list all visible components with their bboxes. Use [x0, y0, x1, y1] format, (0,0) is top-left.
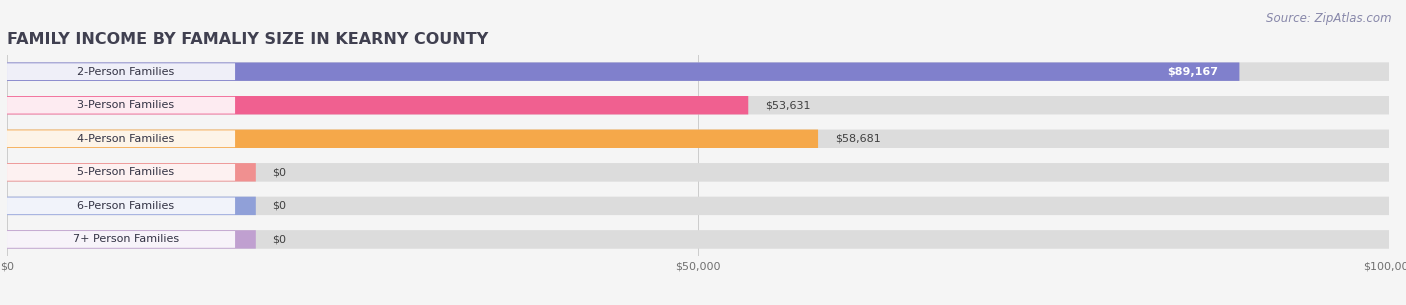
- FancyBboxPatch shape: [7, 97, 235, 114]
- Bar: [7, 96, 1389, 114]
- Text: FAMILY INCOME BY FAMALIY SIZE IN KEARNY COUNTY: FAMILY INCOME BY FAMALIY SIZE IN KEARNY …: [7, 32, 488, 47]
- Text: 5-Person Families: 5-Person Families: [77, 167, 174, 177]
- FancyBboxPatch shape: [7, 164, 235, 181]
- FancyBboxPatch shape: [7, 231, 235, 248]
- FancyBboxPatch shape: [7, 63, 1240, 81]
- Text: $0: $0: [273, 167, 287, 177]
- Bar: [7, 230, 1389, 249]
- FancyBboxPatch shape: [7, 131, 235, 147]
- Bar: [7, 130, 1389, 148]
- FancyBboxPatch shape: [7, 130, 818, 148]
- FancyBboxPatch shape: [7, 230, 1389, 249]
- Bar: [7, 163, 1389, 181]
- Text: Source: ZipAtlas.com: Source: ZipAtlas.com: [1267, 12, 1392, 25]
- FancyBboxPatch shape: [7, 63, 235, 80]
- Text: 7+ Person Families: 7+ Person Families: [73, 235, 179, 244]
- FancyBboxPatch shape: [7, 96, 1389, 114]
- FancyBboxPatch shape: [7, 198, 235, 214]
- FancyBboxPatch shape: [7, 197, 1389, 215]
- Text: 2-Person Families: 2-Person Families: [77, 67, 174, 77]
- FancyBboxPatch shape: [7, 197, 256, 215]
- Text: $0: $0: [273, 201, 287, 211]
- FancyBboxPatch shape: [7, 130, 1389, 148]
- Text: $58,681: $58,681: [835, 134, 880, 144]
- Text: 6-Person Families: 6-Person Families: [77, 201, 174, 211]
- Text: $0: $0: [273, 235, 287, 244]
- FancyBboxPatch shape: [7, 163, 1389, 181]
- Bar: [7, 197, 1389, 215]
- FancyBboxPatch shape: [7, 63, 1389, 81]
- Text: $89,167: $89,167: [1167, 67, 1219, 77]
- Bar: [7, 63, 1389, 81]
- FancyBboxPatch shape: [7, 96, 748, 114]
- FancyBboxPatch shape: [7, 230, 256, 249]
- Text: 3-Person Families: 3-Person Families: [77, 100, 174, 110]
- Text: 4-Person Families: 4-Person Families: [77, 134, 174, 144]
- Text: $53,631: $53,631: [765, 100, 810, 110]
- FancyBboxPatch shape: [7, 163, 256, 181]
